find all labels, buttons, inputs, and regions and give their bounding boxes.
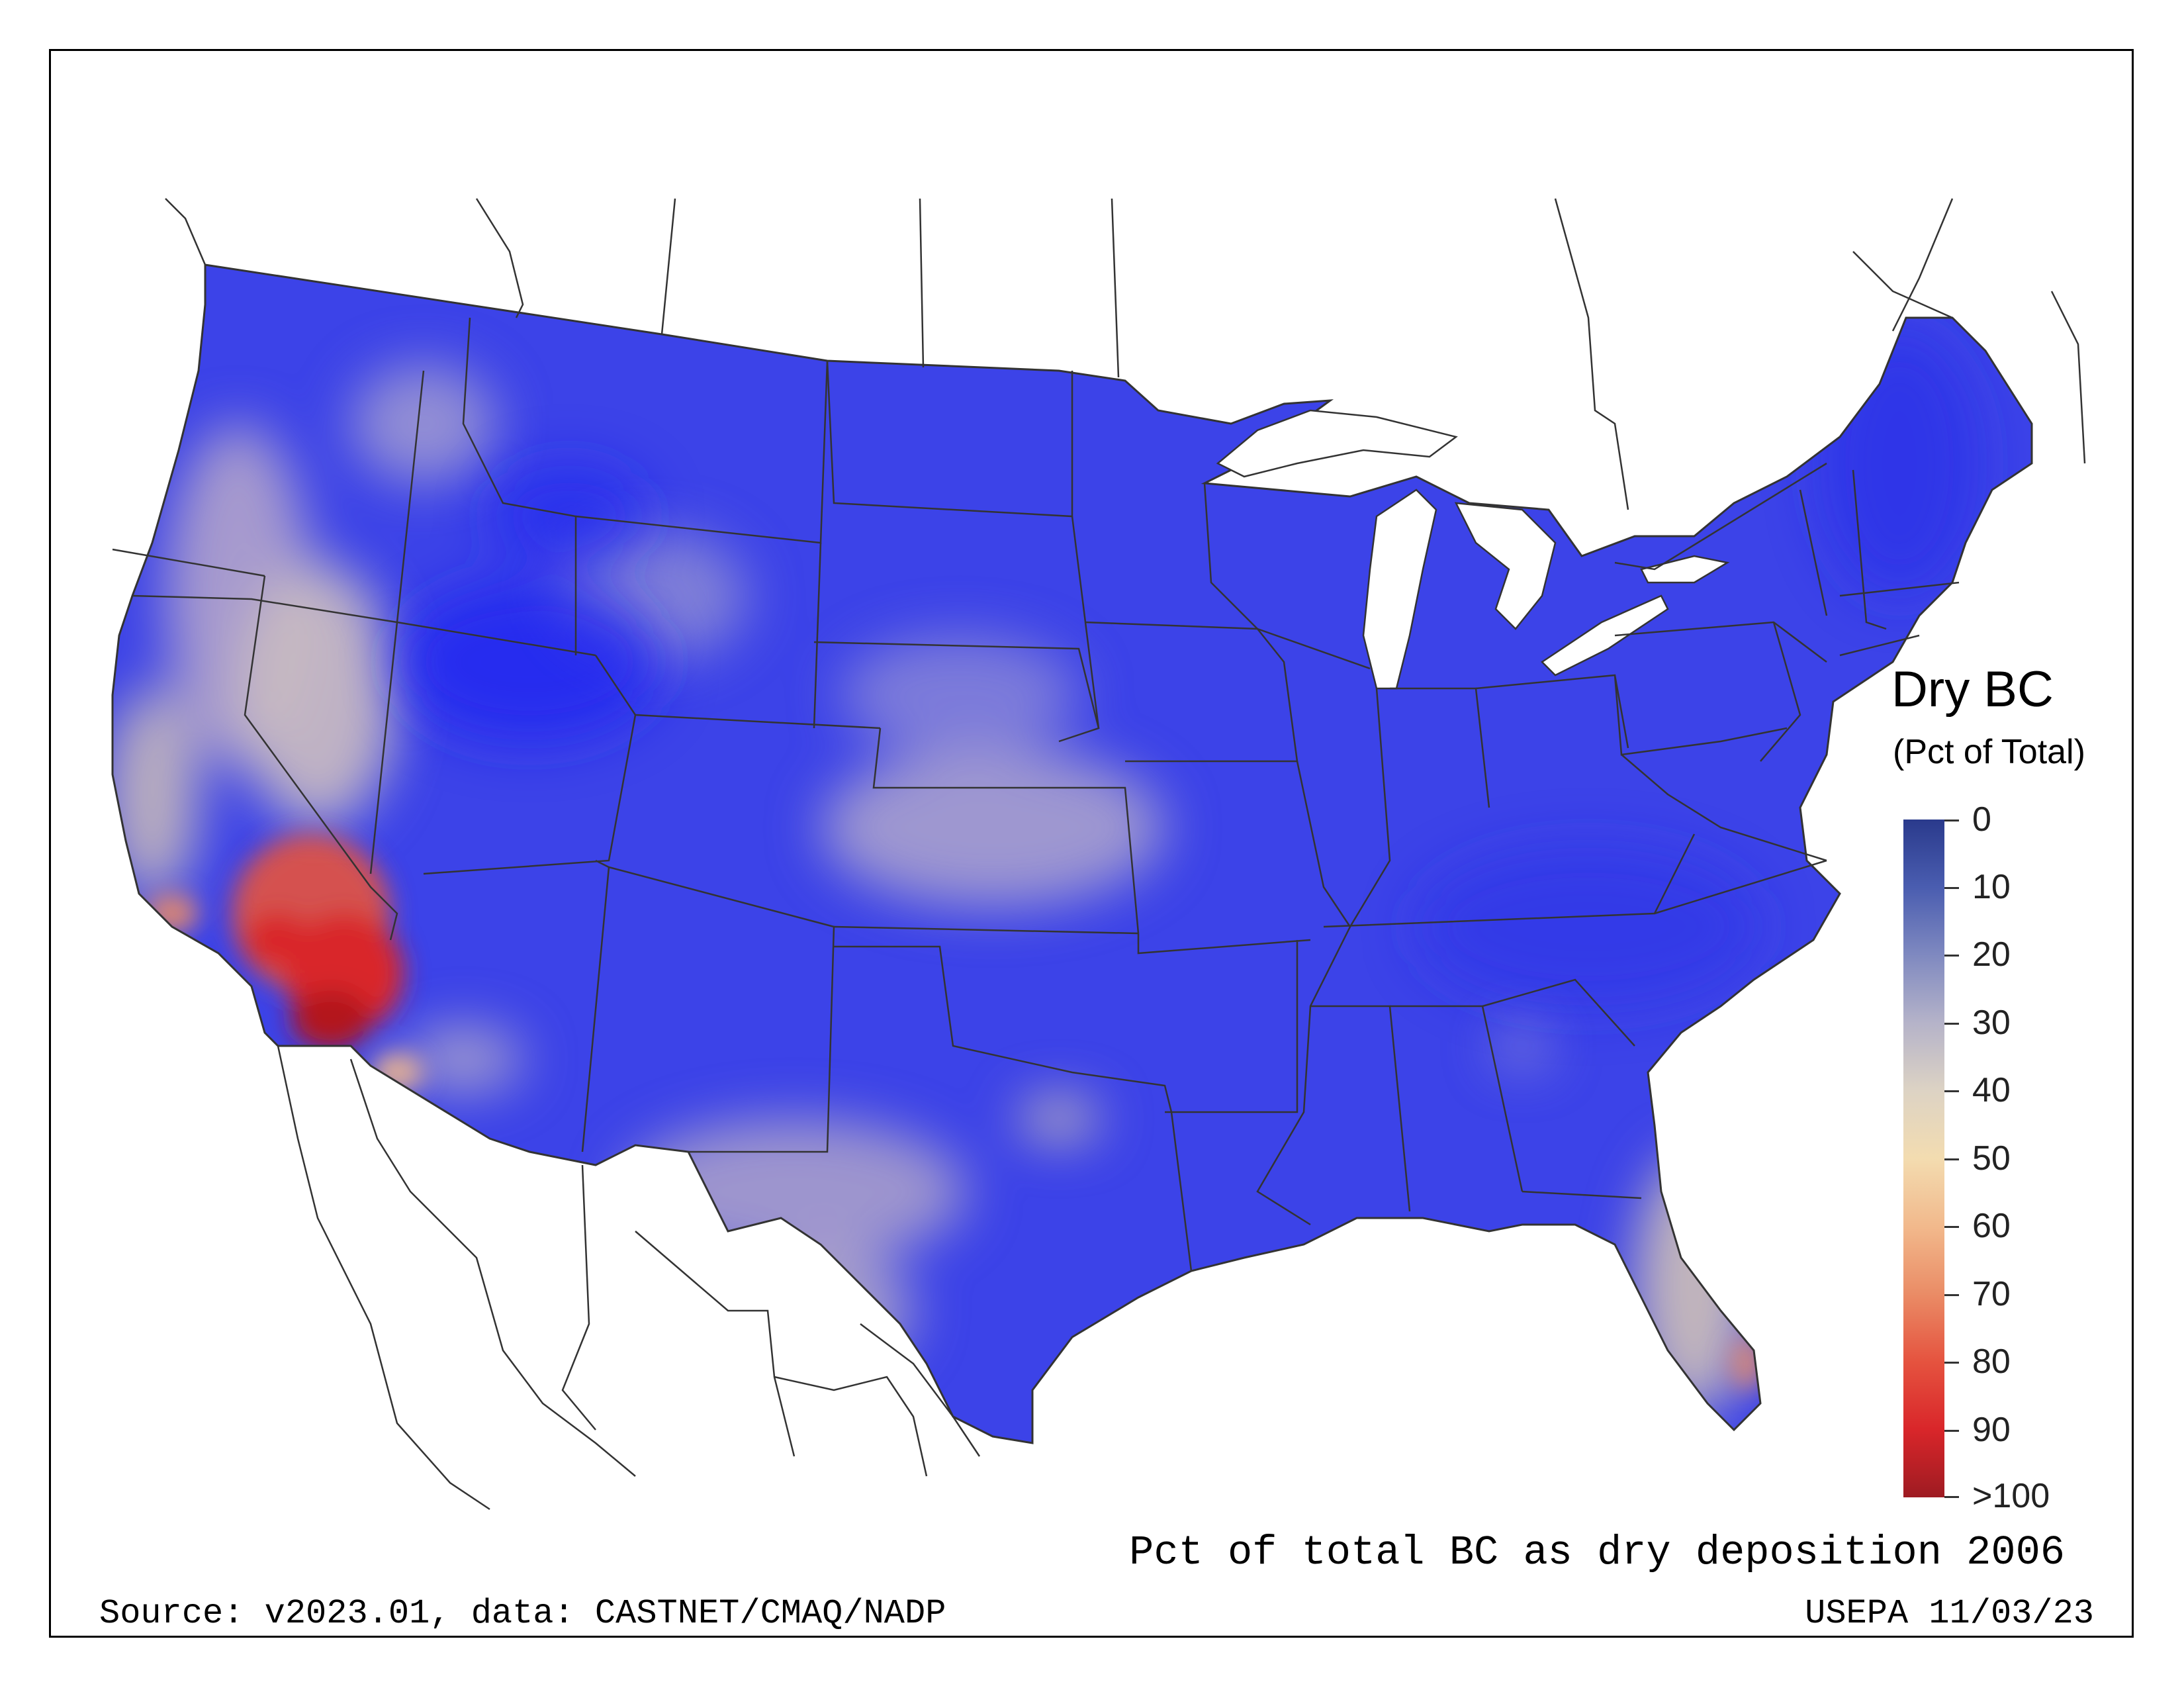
legend-tick-label: 70 bbox=[1972, 1275, 2011, 1313]
deep-blue-regions bbox=[397, 331, 1979, 1006]
lake-erie bbox=[1541, 594, 1669, 677]
legend-tick-mark bbox=[1944, 820, 1959, 821]
legend-unit: (Pct of Total) bbox=[1893, 733, 2085, 771]
legend-tick-mark bbox=[1944, 955, 1959, 957]
source-note: Source: v2023.01, data: CASTNET/CMAQ/NAD… bbox=[99, 1594, 946, 1633]
agency-date: USEPA 11/03/23 bbox=[1805, 1594, 2094, 1633]
map-frame bbox=[49, 49, 2134, 1638]
legend-tick-mark bbox=[1944, 1294, 1959, 1296]
legend-tick-mark bbox=[1944, 1496, 1959, 1498]
legend-tick-label: 60 bbox=[1972, 1207, 2011, 1245]
lake-superior bbox=[1216, 409, 1458, 478]
legend-tick-label: 50 bbox=[1972, 1139, 2011, 1178]
lake-ontario bbox=[1640, 555, 1730, 584]
legend-tick-label: 30 bbox=[1972, 1004, 2011, 1042]
legend-tick-mark bbox=[1944, 1430, 1959, 1432]
legend-tick-mark bbox=[1944, 887, 1959, 889]
legend-tick-mark bbox=[1944, 1023, 1959, 1025]
legend-tick-mark bbox=[1944, 1362, 1959, 1364]
lake-michigan bbox=[1362, 489, 1437, 690]
neighbor-boundaries bbox=[165, 198, 2086, 1511]
deposition-field bbox=[113, 265, 2032, 1443]
legend-tick-label: 10 bbox=[1972, 868, 2011, 906]
legend-tick-mark bbox=[1944, 1226, 1959, 1228]
great-lakes bbox=[1216, 409, 1730, 690]
legend-tick-label: 0 bbox=[1972, 800, 1991, 839]
legend-tick-label: 20 bbox=[1972, 935, 2011, 974]
legend-tick-label: 90 bbox=[1972, 1411, 2011, 1449]
legend-tick-label: >100 bbox=[1972, 1477, 2050, 1515]
conus-outline bbox=[111, 263, 2033, 1444]
legend-title: Dry BC bbox=[1891, 661, 2054, 718]
lake-huron bbox=[1454, 502, 1557, 630]
hot-regions bbox=[146, 834, 1764, 1390]
state-boundaries bbox=[112, 317, 1960, 1272]
legend-tick-label: 80 bbox=[1972, 1342, 2011, 1381]
legend-colorbar bbox=[1903, 820, 1944, 1497]
legend-tick-mark bbox=[1944, 1158, 1959, 1160]
legend-tick-mark bbox=[1944, 1090, 1959, 1092]
legend-tick-label: 40 bbox=[1972, 1071, 2011, 1109]
map-caption: Pct of total BC as dry deposition 2006 bbox=[1129, 1529, 2065, 1576]
